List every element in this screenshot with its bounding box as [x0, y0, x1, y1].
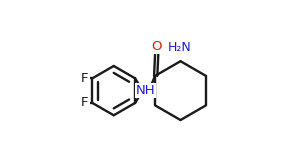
Text: F: F — [81, 72, 89, 85]
Text: H₂N: H₂N — [168, 41, 192, 54]
Text: NH: NH — [135, 84, 155, 97]
Text: F: F — [81, 97, 89, 109]
Text: O: O — [151, 40, 161, 53]
